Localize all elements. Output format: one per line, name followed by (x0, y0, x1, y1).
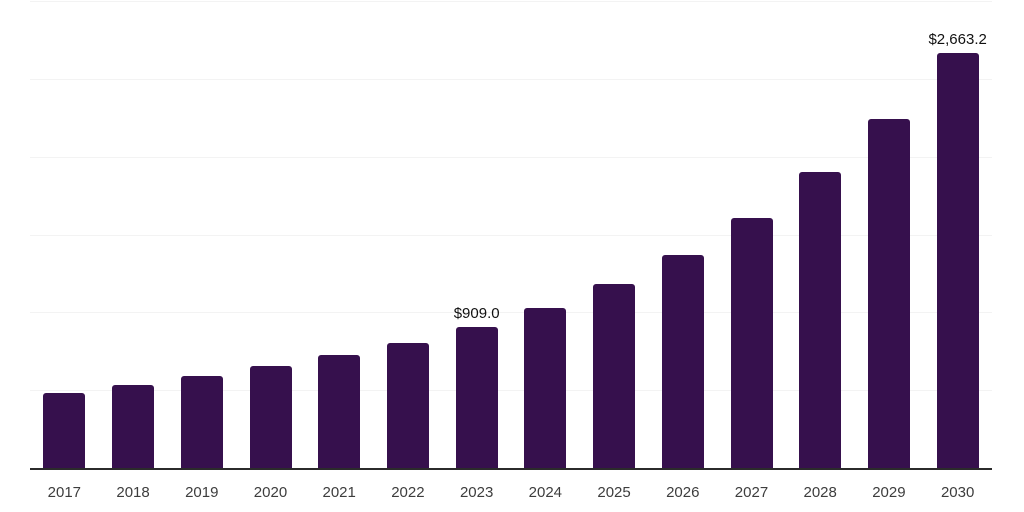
bar-2020[interactable] (249, 366, 292, 468)
gridline-500 (30, 390, 992, 392)
x-tick-2020: 2020 (253, 484, 288, 501)
bar-2023[interactable] (455, 326, 498, 468)
bar-2022[interactable] (386, 343, 429, 468)
bar-2021[interactable] (318, 355, 361, 468)
x-tick-2023: 2023 (459, 484, 494, 501)
bar-2017[interactable] (43, 392, 86, 468)
x-tick-2025: 2025 (597, 484, 631, 501)
bar-value-label-2023: $909.0 (453, 304, 500, 322)
gridline-2500 (30, 78, 992, 80)
x-axis-line (30, 468, 992, 470)
bar-2029[interactable] (867, 119, 910, 468)
plot-area: $909.0 $2,663.2 (30, 1, 992, 468)
bar-2018[interactable] (112, 384, 155, 468)
x-tick-2019: 2019 (185, 484, 219, 501)
x-tick-2026: 2026 (666, 484, 700, 501)
bar-2030[interactable] (936, 53, 979, 468)
gridline-3000 (30, 1, 992, 2)
x-tick-2030: 2030 (940, 484, 975, 501)
x-tick-2024: 2024 (528, 484, 563, 501)
gridline-1000 (30, 312, 992, 314)
gridline-2000 (30, 156, 992, 158)
x-tick-2017: 2017 (47, 484, 82, 501)
x-tick-2018: 2018 (116, 484, 150, 501)
bar-value-label-2030: $2,663.2 (928, 31, 987, 49)
bar-2027[interactable] (730, 217, 773, 468)
bar-2025[interactable] (593, 284, 636, 468)
x-axis-labels: 2017 2018 2019 2020 2021 2022 2023 2024 2025 2026… (30, 484, 992, 506)
x-tick-2021: 2021 (322, 484, 356, 501)
x-tick-2028: 2028 (803, 484, 837, 501)
x-tick-2027: 2027 (734, 484, 769, 501)
bar-2024[interactable] (524, 307, 567, 468)
bar-2026[interactable] (661, 255, 704, 468)
x-tick-2022: 2022 (391, 484, 425, 501)
x-tick-2029: 2029 (872, 484, 906, 501)
gridline-1500 (30, 234, 992, 236)
bar-2019[interactable] (180, 376, 223, 468)
bar-2028[interactable] (799, 172, 842, 468)
